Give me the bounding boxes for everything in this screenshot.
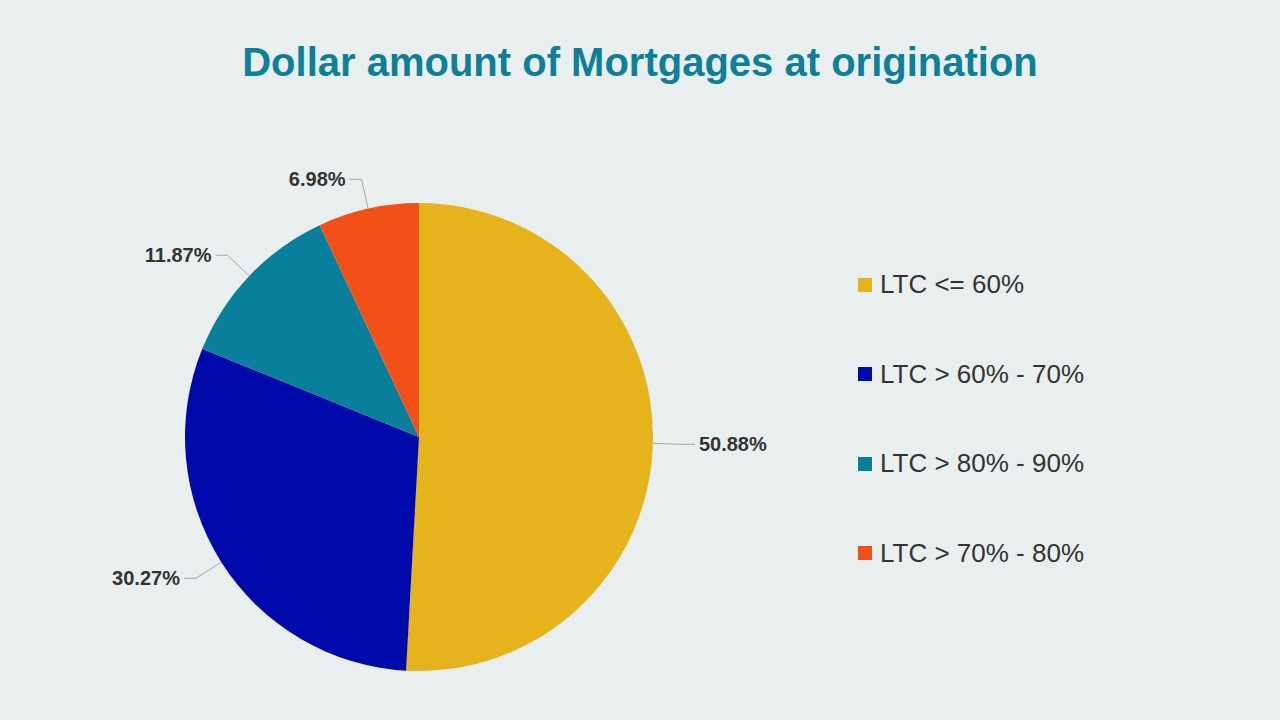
- svg-text:11.87%: 11.87%: [145, 244, 212, 266]
- html-text:Dollar amount of Mortgages at: Dollar amount of Mortgages at originatio…: [242, 40, 1038, 84]
- html-text:LTC <= 60%: LTC <= 60%: [880, 269, 1024, 300]
- svg-text:6.98%: 6.98%: [289, 168, 346, 190]
- html-text:LTC > 70% - 80%: LTC > 70% - 80%: [880, 537, 1084, 568]
- svg-text:30.27%: 30.27%: [112, 567, 180, 589]
- svg-text:50.88%: 50.88%: [699, 433, 767, 455]
- html-text:LTC > 60% - 70%: LTC > 60% - 70%: [880, 358, 1084, 389]
- html-text:LTC > 80% - 90%: LTC > 80% - 90%: [880, 448, 1084, 479]
